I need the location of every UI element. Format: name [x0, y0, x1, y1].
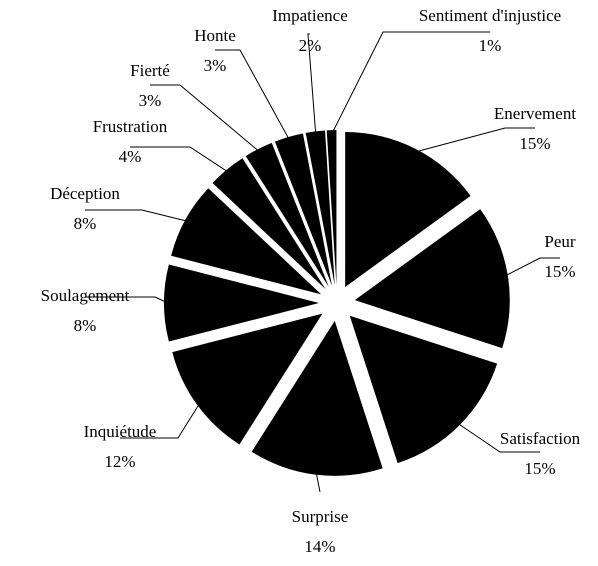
slice-label: Fierté	[130, 61, 170, 80]
slice-label: Surprise	[292, 507, 349, 526]
value-label: 1%	[479, 36, 502, 55]
pie-slice	[349, 315, 498, 464]
value-label: 15%	[524, 459, 555, 478]
pie-slice	[305, 130, 335, 286]
slice-label: Enervement	[494, 104, 576, 123]
slice-label: Déception	[50, 184, 120, 203]
leader-line	[130, 146, 230, 174]
leader-line	[307, 33, 317, 136]
slice-label: Satisfaction	[500, 429, 581, 448]
value-label: 12%	[104, 452, 135, 471]
value-label: 4%	[119, 147, 142, 166]
leader-line	[413, 127, 535, 153]
pie-slice	[274, 133, 332, 286]
leader-line	[150, 84, 261, 153]
slice-label: Peur	[544, 232, 576, 251]
leader-line	[503, 257, 560, 278]
slice-label: Honte	[194, 26, 236, 45]
value-label: 14%	[304, 537, 335, 556]
slice-label: Inquiétude	[84, 422, 157, 441]
value-label: 15%	[519, 134, 550, 153]
leader-line	[85, 209, 190, 223]
leader-line	[315, 470, 321, 493]
slice-label: Frustration	[93, 117, 168, 136]
pie-slice	[163, 264, 319, 342]
value-label: 3%	[204, 56, 227, 75]
pie-slice	[326, 130, 337, 286]
value-label: 8%	[74, 214, 97, 233]
value-label: 15%	[544, 262, 575, 281]
pie-slice	[171, 188, 322, 295]
slice-label: Impatience	[272, 6, 348, 25]
leader-line	[120, 402, 201, 439]
pie-slice	[245, 142, 329, 287]
pie-slice	[251, 320, 383, 476]
pie-slice	[172, 313, 323, 445]
pie-slice	[345, 131, 471, 287]
leader-line	[85, 296, 169, 304]
value-label: 2%	[299, 36, 322, 55]
slice-label: Sentiment d'injustice	[419, 6, 561, 25]
leader-line	[215, 49, 291, 141]
pie-slice	[354, 209, 510, 349]
pie-slice	[212, 158, 326, 290]
value-label: 8%	[74, 316, 97, 335]
leader-line	[331, 31, 490, 135]
leader-line	[456, 422, 540, 453]
value-label: 3%	[139, 91, 162, 110]
slice-label: Soulagement	[41, 286, 130, 305]
